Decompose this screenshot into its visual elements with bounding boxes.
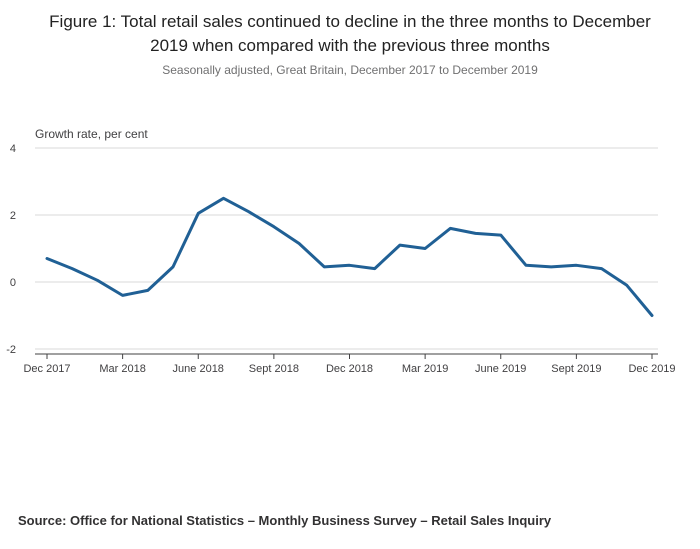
y-axis-title: Growth rate, per cent — [35, 126, 148, 141]
x-tick-label: June 2019 — [475, 363, 526, 375]
series-line — [45, 196, 654, 317]
x-tick-label: June 2018 — [173, 363, 224, 375]
x-tick-label: Sept 2018 — [249, 363, 299, 375]
source-note: Source: Office for National Statistics –… — [18, 513, 552, 528]
chart-subtitle: Seasonally adjusted, Great Britain, Dece… — [162, 62, 538, 77]
x-tick-label: Mar 2019 — [402, 363, 448, 375]
x-tick-label: Dec 2017 — [23, 363, 70, 375]
x-tick-label: Dec 2019 — [628, 363, 675, 375]
x-tick-label: Mar 2018 — [99, 363, 145, 375]
y-tick-label: 4 — [10, 144, 16, 155]
y-tick-label: -2 — [6, 344, 16, 356]
line-chart: 4 2 0 -2 Dec 2017 Mar 2018 June 2018 Sept 2018 D… — [6, 144, 675, 375]
chart-title: Figure 1: Total retail sales continued t… — [49, 12, 651, 55]
chart-area: Growth rate, per cent 4 2 0 -2 Dec 2017 Mar 2… — [0, 127, 700, 379]
x-tick-label: Sept 2019 — [551, 363, 601, 375]
x-tick-label: Dec 2018 — [326, 363, 373, 375]
y-tick-label: 0 — [10, 277, 16, 289]
y-tick-label: 2 — [10, 210, 16, 222]
